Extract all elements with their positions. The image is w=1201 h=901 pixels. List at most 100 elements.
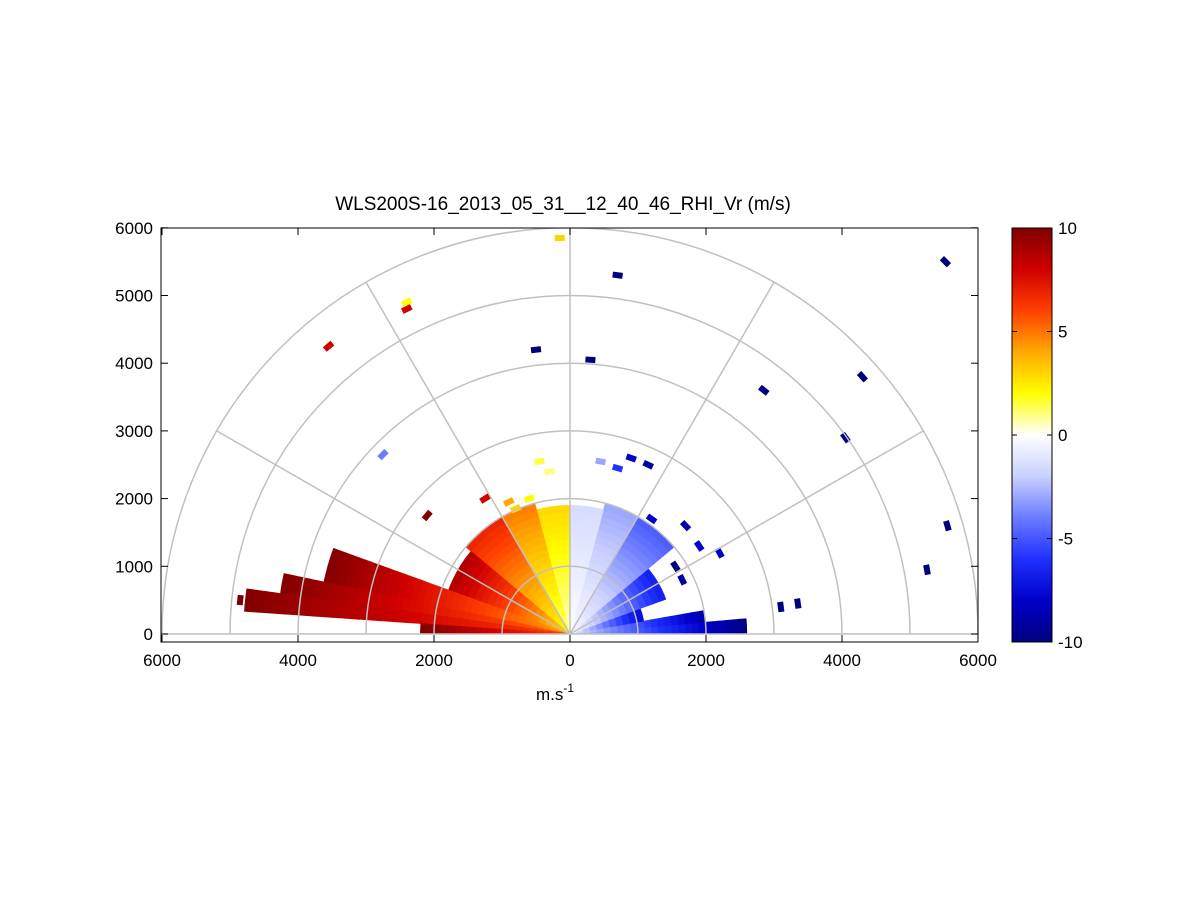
x-tick-label: 2000 xyxy=(687,651,725,670)
velocity-cell xyxy=(352,614,361,620)
velocity-point xyxy=(479,493,491,504)
velocity-cell xyxy=(318,611,327,618)
colorbar: 10 5 0 -5 -10 xyxy=(1011,219,1083,652)
y-tick-label: 2000 xyxy=(115,490,153,509)
velocity-cell xyxy=(366,615,374,621)
velocity-point xyxy=(400,304,413,314)
x-tick-label: 6000 xyxy=(143,651,181,670)
y-tick-label: 6000 xyxy=(115,219,153,238)
x-tick-label: 4000 xyxy=(279,651,317,670)
velocity-cell xyxy=(258,601,267,608)
velocity-cell xyxy=(739,618,747,623)
velocity-cell xyxy=(285,603,294,611)
velocity-point xyxy=(856,370,868,383)
velocity-cell xyxy=(705,621,713,625)
colorbar-gradient xyxy=(1012,228,1052,642)
colorbar-tick-label: 10 xyxy=(1058,219,1077,238)
y-tick-label: 4000 xyxy=(115,354,153,373)
velocity-point xyxy=(625,453,637,463)
velocity-cell xyxy=(245,594,254,602)
x-axis-label-superscript: -1 xyxy=(563,681,574,695)
velocity-cell xyxy=(284,608,293,615)
velocity-sector xyxy=(465,516,571,635)
velocity-field xyxy=(236,234,952,635)
velocity-point xyxy=(530,346,542,354)
y-tick-label: 3000 xyxy=(115,422,153,441)
velocity-point xyxy=(758,384,770,396)
velocity-cell xyxy=(372,616,381,622)
velocity-cell xyxy=(251,600,260,608)
velocity-cell xyxy=(251,594,260,602)
chart-title: WLS200S-16_2013_05_31__12_40_46_RHI_Vr (… xyxy=(335,194,791,215)
velocity-cell xyxy=(250,605,259,613)
velocity-point xyxy=(840,431,851,444)
angle-spoke xyxy=(569,281,775,635)
velocity-point xyxy=(642,459,654,470)
velocity-point xyxy=(611,463,624,473)
velocity-point xyxy=(585,356,596,364)
range-ring xyxy=(161,228,978,635)
polar-grid xyxy=(161,228,978,635)
y-tick-label: 5000 xyxy=(115,287,153,306)
velocity-sector xyxy=(569,502,639,635)
velocity-cell xyxy=(277,608,286,615)
velocity-point xyxy=(777,601,785,613)
velocity-point xyxy=(923,564,931,576)
velocity-cell xyxy=(278,603,287,610)
velocity-cell xyxy=(325,612,334,618)
colorbar-tick-label: -5 xyxy=(1058,530,1073,549)
x-tick-label: 6000 xyxy=(959,651,997,670)
x-axis-label: m.s-1 xyxy=(536,681,574,704)
velocity-cell xyxy=(413,620,422,624)
velocity-cell xyxy=(345,614,354,620)
velocity-cell xyxy=(379,617,388,622)
velocity-cell xyxy=(406,619,415,624)
velocity-cell xyxy=(265,596,274,604)
velocity-point xyxy=(421,509,433,522)
velocity-cell xyxy=(244,605,252,613)
colorbar-tick-label: -10 xyxy=(1058,633,1083,652)
velocity-point xyxy=(612,271,623,279)
velocity-point xyxy=(794,598,802,609)
velocity-cell xyxy=(339,613,347,619)
velocity-cell xyxy=(711,620,720,625)
velocity-sector xyxy=(501,502,571,635)
velocity-point xyxy=(554,234,565,242)
angle-spoke xyxy=(569,430,924,635)
velocity-point xyxy=(377,448,389,461)
velocity-point xyxy=(322,340,335,352)
y-tick-label: 1000 xyxy=(115,557,153,576)
velocity-cell xyxy=(244,599,253,607)
velocity-cell xyxy=(264,607,273,614)
velocity-cell xyxy=(271,602,280,609)
velocity-cell xyxy=(298,610,307,616)
velocity-cell xyxy=(332,612,341,619)
velocity-cell xyxy=(359,615,368,621)
y-tick-label: 0 xyxy=(144,625,153,644)
angle-spoke xyxy=(216,430,571,635)
velocity-cell xyxy=(725,619,734,624)
velocity-cell xyxy=(732,618,740,624)
x-tick-label: 4000 xyxy=(823,651,861,670)
velocity-point xyxy=(544,467,555,476)
velocity-cell xyxy=(257,606,266,614)
velocity-cell xyxy=(718,620,727,624)
velocity-point xyxy=(679,520,692,532)
x-tick-label: 2000 xyxy=(415,651,453,670)
velocity-point xyxy=(595,457,607,466)
x-tick-label: 0 xyxy=(565,651,574,670)
colorbar-tick-label: 5 xyxy=(1058,323,1067,342)
y-axis-ticks: 0 1000 2000 3000 4000 5000 6000 xyxy=(115,219,978,644)
velocity-point xyxy=(943,520,952,532)
velocity-cell xyxy=(305,610,313,617)
velocity-cell xyxy=(426,628,435,632)
velocity-cell xyxy=(311,611,320,617)
velocity-cell xyxy=(291,609,300,616)
velocity-point xyxy=(670,560,681,573)
velocity-point xyxy=(400,297,413,308)
colorbar-ticks: 10 5 0 -5 -10 xyxy=(1012,219,1083,652)
velocity-point xyxy=(523,494,535,503)
velocity-point xyxy=(939,256,952,268)
velocity-sector xyxy=(323,547,571,635)
